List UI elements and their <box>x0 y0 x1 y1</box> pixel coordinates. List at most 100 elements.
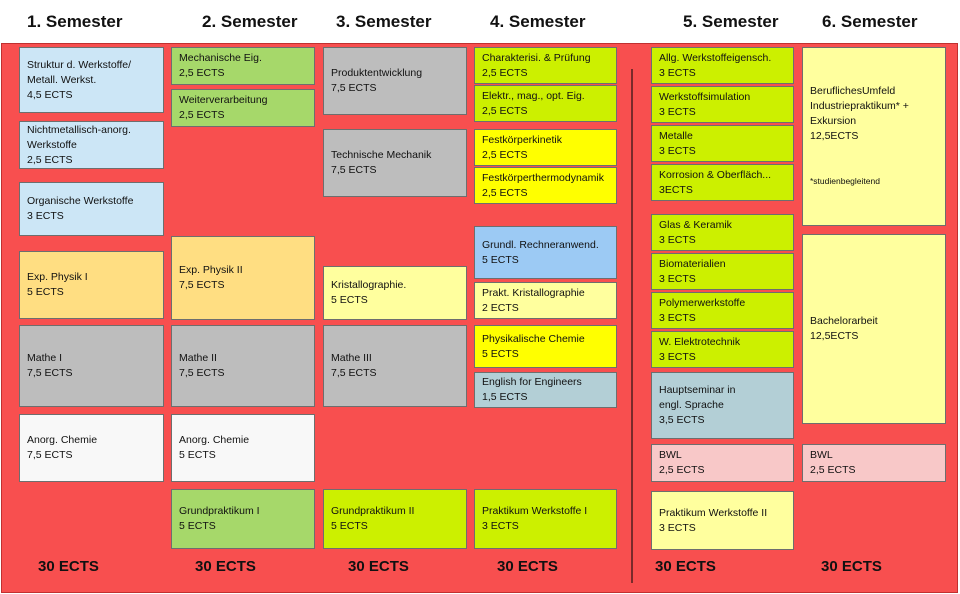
module-box: BWL 2,5 ECTS <box>802 444 946 482</box>
module-title: Bachelorarbeit <box>810 315 878 327</box>
header: 1. Semester 2. Semester 3. Semester 4. S… <box>0 0 960 43</box>
module-box: Elektr., mag., opt. Eig. 2,5 ECTS <box>474 85 617 122</box>
module-box: Biomaterialien 3 ECTS <box>651 253 794 290</box>
module-box: Allg. Werkstoffeigensch. 3 ECTS <box>651 47 794 84</box>
semester-4-title: 4. Semester <box>490 12 586 31</box>
module-box: Organische Werkstoffe 3 ECTS <box>19 182 164 236</box>
module-ects: 3 ECTS <box>482 520 519 532</box>
module-ects: 12,5ECTS <box>810 330 859 342</box>
module-ects: 3 ECTS <box>659 66 696 79</box>
module-title: Werkstoffsimulation <box>659 90 751 103</box>
module-title: Praktikum Werkstoffe I <box>482 505 588 517</box>
module-title: English for Engineers <box>482 376 582 388</box>
module-ects: 3,5 ECTS <box>659 414 705 426</box>
module-title: Technische Mechanik <box>331 149 432 161</box>
module-title: Anorg. Chemie <box>179 434 250 446</box>
module-ects: 7,5 ECTS <box>27 367 73 379</box>
module-title: Mathe I <box>27 352 63 364</box>
module-title: W. Elektrotechnik <box>659 335 741 348</box>
semester-5-title: 5. Semester <box>683 12 779 31</box>
module-ects: 5 ECTS <box>179 449 216 461</box>
module-title: Nichtmetallisch-anorg. Werkstoffe <box>27 123 131 151</box>
module-ects: 1,5 ECTS <box>482 391 528 403</box>
module-box: W. Elektrotechnik 3 ECTS <box>651 331 794 368</box>
module-ects: 5 ECTS <box>482 347 519 360</box>
module-ects: 5 ECTS <box>179 520 216 532</box>
module-box: Metalle 3 ECTS <box>651 125 794 162</box>
module-box: Hauptseminar in engl. Sprache 3,5 ECTS <box>651 372 794 439</box>
module-ects: 2,5 ECTS <box>482 104 528 117</box>
module-box: Festkörperthermodynamik 2,5 ECTS <box>474 167 617 204</box>
module-ects: 5 ECTS <box>331 520 368 532</box>
module-title: Kristallographie. <box>331 279 407 291</box>
module-box: Nichtmetallisch-anorg. Werkstoffe 2,5 EC… <box>19 121 164 169</box>
module-ects: 2,5 ECTS <box>27 153 73 166</box>
module-ects: 7,5 ECTS <box>331 82 377 94</box>
module-box: Mathe I 7,5 ECTS <box>19 325 164 407</box>
module-box: Mathe II 7,5 ECTS <box>171 325 315 407</box>
semester-1-title: 1. Semester <box>27 12 123 31</box>
module-ects: 2 ECTS <box>482 301 519 314</box>
module-box: Korrosion & Oberfläch... 3ECTS <box>651 164 794 201</box>
module-ects: 3 ECTS <box>659 105 696 118</box>
module-title: BWL <box>659 449 682 461</box>
module-ects: 4,5 ECTS <box>27 88 73 101</box>
semester-2-title: 2. Semester <box>202 12 298 31</box>
module-title: Exp. Physik II <box>179 264 243 276</box>
module-ects: 5 ECTS <box>482 253 519 266</box>
module-box: Mathe III 7,5 ECTS <box>323 325 467 407</box>
module-box: Prakt. Kristallographie 2 ECTS <box>474 282 617 319</box>
module-box: Exp. Physik II 7,5 ECTS <box>171 236 315 320</box>
module-ects: 3 ECTS <box>659 311 696 324</box>
module-title: Biomaterialien <box>659 257 726 270</box>
module-title: Produktentwicklung <box>331 67 423 79</box>
module-ects: 3 ECTS <box>659 350 696 363</box>
module-ects: 3 ECTS <box>659 144 696 157</box>
module-title: Anorg. Chemie <box>27 434 98 446</box>
module-title: Struktur d. Werkstoffe/ Metall. Werkst. <box>27 58 132 86</box>
module-title: Festkörperkinetik <box>482 133 562 146</box>
semester-6-total: 30 ECTS <box>821 558 882 575</box>
module-ects: 7,5 ECTS <box>331 367 377 379</box>
module-box: Praktikum Werkstoffe II 3 ECTS <box>651 491 794 550</box>
module-box: Exp. Physik I 5 ECTS <box>19 251 164 319</box>
module-title: Grundpraktikum II <box>331 505 415 517</box>
module-title: Korrosion & Oberfläch... <box>659 168 772 181</box>
module-ects: 3 ECTS <box>659 521 696 534</box>
module-ects: 2,5 ECTS <box>482 148 528 161</box>
module-title: Allg. Werkstoffeigensch. <box>659 51 772 64</box>
module-title: Metalle <box>659 129 693 142</box>
module-title: Festkörperthermodynamik <box>482 171 604 184</box>
module-ects: 2,5 ECTS <box>179 109 225 121</box>
module-box: Festkörperkinetik 2,5 ECTS <box>474 129 617 166</box>
module-title: Prakt. Kristallographie <box>482 286 585 299</box>
module-box: Bachelorarbeit 12,5ECTS <box>802 234 946 424</box>
module-box: Produktentwicklung 7,5 ECTS <box>323 47 467 115</box>
module-box: Charakterisi. & Prüfung 2,5 ECTS <box>474 47 617 84</box>
module-title: Polymerwerkstoffe <box>659 296 746 309</box>
module-title: Glas & Keramik <box>659 218 732 231</box>
module-title: Mathe II <box>179 352 217 364</box>
module-title: Charakterisi. & Prüfung <box>482 51 591 64</box>
module-box: Grundpraktikum I 5 ECTS <box>171 489 315 549</box>
semester-2-total: 30 ECTS <box>195 558 256 575</box>
module-title: Mechanische Eig. <box>179 52 262 64</box>
module-box: Polymerwerkstoffe 3 ECTS <box>651 292 794 329</box>
module-title: Exp. Physik I <box>27 271 88 283</box>
module-box: Weiterverarbeitung 2,5 ECTS <box>171 89 315 127</box>
module-title: Physikalische Chemie <box>482 332 585 345</box>
module-ects: 7,5 ECTS <box>179 279 225 291</box>
module-title: Hauptseminar in engl. Sprache <box>659 384 736 411</box>
module-ects: 12,5ECTS <box>810 130 859 142</box>
module-box: Praktikum Werkstoffe I 3 ECTS <box>474 489 617 549</box>
module-title: Mathe III <box>331 352 372 364</box>
module-ects: 2,5 ECTS <box>482 186 528 199</box>
module-ects: 5 ECTS <box>331 294 368 306</box>
semester-3-total: 30 ECTS <box>348 558 409 575</box>
module-box: Glas & Keramik 3 ECTS <box>651 214 794 251</box>
module-title: Elektr., mag., opt. Eig. <box>482 89 585 102</box>
semester-1-total: 30 ECTS <box>38 558 99 575</box>
module-box: Anorg. Chemie 7,5 ECTS <box>19 414 164 482</box>
semester-4-total: 30 ECTS <box>497 558 558 575</box>
module-title: Grundpraktikum I <box>179 505 260 517</box>
